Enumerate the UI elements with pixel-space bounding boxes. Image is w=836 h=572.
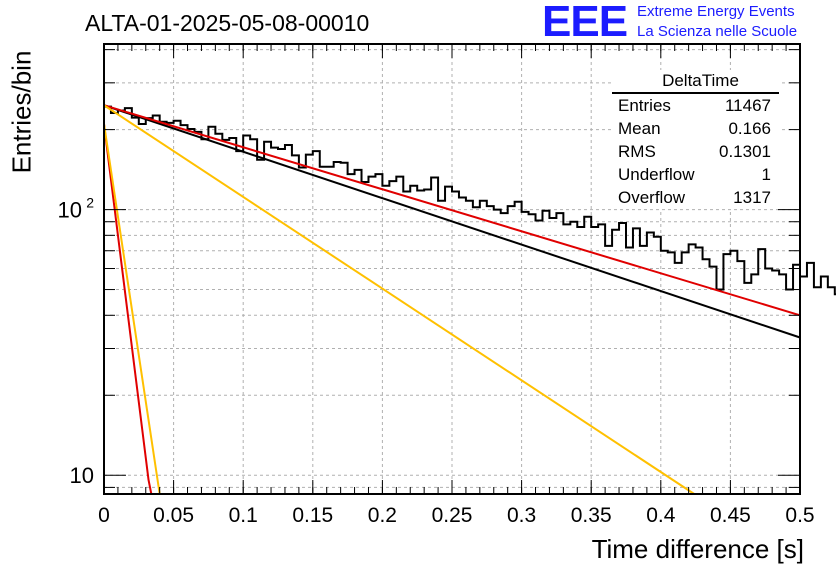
- x-tick-label: 0.5: [785, 504, 814, 527]
- fit-curve: [103, 104, 801, 317]
- x-tick-label: 0.45: [710, 504, 751, 527]
- stats-value: 11467: [724, 96, 771, 115]
- x-tick-label: 0.2: [368, 504, 397, 527]
- fit-curve: [103, 123, 161, 495]
- fit-curve: [103, 123, 153, 495]
- stats-value: 0.166: [728, 119, 771, 138]
- x-tick-label: 0.15: [292, 504, 333, 527]
- stats-label: Mean: [618, 119, 661, 138]
- x-tick-label: 0.05: [153, 504, 194, 527]
- stats-value: 1: [761, 165, 771, 184]
- stats-value: 1317: [733, 188, 771, 207]
- fit-curves-layer: [103, 104, 801, 495]
- x-tick-label: 0: [98, 504, 110, 527]
- stats-label: RMS: [618, 142, 656, 161]
- stats-value: 0.1301: [719, 142, 771, 161]
- stats-label: Entries: [618, 96, 671, 115]
- stats-box: DeltaTime Entries 11467 Mean 0.166 RMS 0…: [612, 70, 779, 209]
- stats-row: Underflow 1: [612, 163, 779, 186]
- chart-title: ALTA-01-2025-05-08-00010: [85, 10, 370, 36]
- stats-label: Overflow: [618, 188, 686, 207]
- chart-grid: [104, 44, 800, 494]
- fit-curve: [103, 104, 695, 495]
- y-tick-label: 10: [58, 198, 82, 223]
- x-tick-label: 0.1: [229, 504, 258, 527]
- stats-title: DeltaTime: [612, 70, 779, 94]
- x-tick-label: 0.3: [507, 504, 536, 527]
- y-axis-title: Entries/bin: [6, 50, 37, 174]
- logo-line-1: Extreme Energy Events: [637, 3, 795, 20]
- axis-tick-labels: 0 0.05 0.1 0.15 0.2 0.25 0.3 0.35 0.4 0.45 0.5 10 10…: [58, 195, 815, 527]
- y-tick-exponent: 2: [86, 195, 94, 211]
- x-tick-label: 0.35: [571, 504, 612, 527]
- fit-curve: [103, 104, 801, 339]
- stats-row: Overflow 1317: [612, 186, 779, 209]
- x-tick-label: 0.25: [432, 504, 473, 527]
- stats-row: Entries 11467: [612, 94, 779, 117]
- logo-mark: EEE: [542, 0, 628, 46]
- y-tick-label: 10: [70, 463, 94, 488]
- stats-row: Mean 0.166: [612, 117, 779, 140]
- logo-line-2: La Scienza nelle Scuole: [637, 23, 798, 40]
- x-tick-label: 0.4: [646, 504, 676, 527]
- x-axis-title: Time difference [s]: [591, 534, 804, 564]
- stats-label: Underflow: [618, 165, 695, 184]
- stats-row: RMS 0.1301: [612, 140, 779, 163]
- axis-ticks: [103, 44, 801, 494]
